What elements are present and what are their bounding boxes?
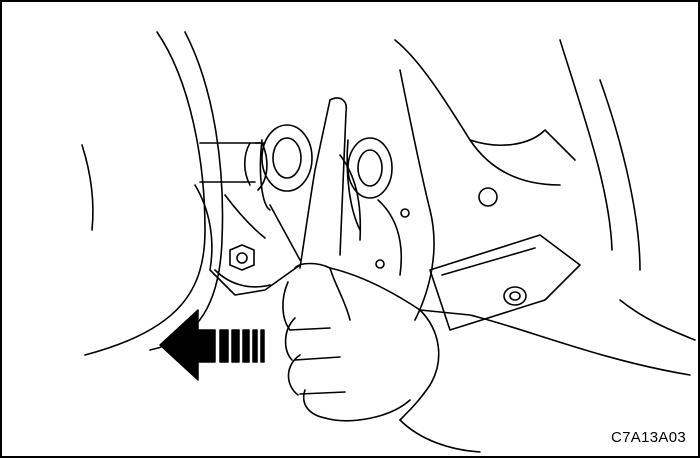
figure-code-label: C7A13A03 <box>611 429 686 446</box>
suspension-knuckle <box>375 39 576 321</box>
direction-arrow-left <box>159 309 265 381</box>
vehicle-body-lines <box>559 39 696 341</box>
control-arm-bracket <box>194 184 301 296</box>
technician-hand <box>282 262 691 453</box>
bushing <box>259 124 393 231</box>
mounting-plate <box>429 234 581 331</box>
pry-bar-tool <box>299 97 362 269</box>
tire-outline <box>81 31 224 356</box>
axle-shaft <box>199 142 268 191</box>
bolt-head <box>229 244 255 271</box>
